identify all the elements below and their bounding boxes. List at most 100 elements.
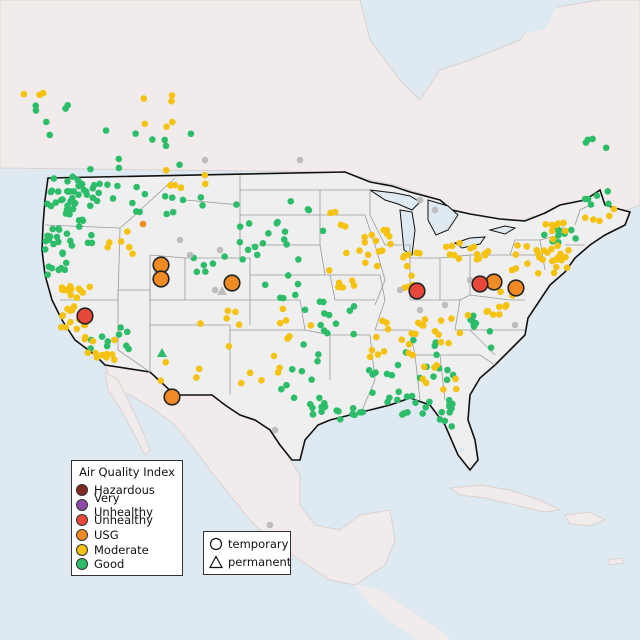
moderate-station-marker [162, 167, 170, 174]
good-station-marker [324, 329, 331, 337]
very-unhealthy-swatch-icon [76, 499, 88, 511]
legend-item-usg: USG [76, 528, 119, 542]
moderate-station-marker [405, 341, 413, 348]
good-station-marker [359, 408, 366, 416]
no-data-station-marker [511, 321, 519, 329]
good-station-marker [422, 403, 430, 411]
good-station-marker [431, 342, 439, 350]
moderate-station-marker [448, 315, 455, 322]
moderate-station-marker [408, 329, 415, 337]
moderate-station-marker [166, 182, 174, 189]
good-station-marker [202, 268, 209, 275]
good-station-marker [117, 324, 124, 331]
good-station-marker [44, 271, 51, 278]
legend-title: Air Quality Index [79, 465, 175, 479]
good-station-marker [103, 342, 111, 350]
good-station-marker [76, 179, 84, 186]
good-station-marker [369, 389, 376, 396]
moderate-station-marker [89, 337, 97, 345]
good-station-marker [93, 197, 101, 205]
good-station-marker [261, 281, 269, 289]
good-station-marker [115, 155, 123, 163]
good-station-marker [444, 366, 451, 374]
moderate-station-marker [111, 356, 118, 363]
marker-shape-legend: temporary permanent [203, 531, 291, 575]
good-station-marker [281, 228, 289, 235]
moderate-station-marker [373, 333, 380, 341]
arctic-water [470, 0, 560, 35]
moderate-station-marker [552, 256, 560, 264]
moderate-station-marker [561, 227, 569, 235]
good-station-marker [187, 130, 195, 138]
moderate-station-marker [39, 89, 47, 97]
good-station-marker [486, 328, 494, 335]
good-station-marker [433, 351, 440, 359]
good-station-marker [572, 235, 579, 242]
good-station-marker [438, 408, 446, 416]
good-station-marker [430, 373, 437, 380]
good-permanent-marker [157, 348, 167, 357]
moderate-station-marker [141, 120, 149, 128]
good-station-marker [305, 206, 313, 214]
good-station-marker [233, 201, 240, 208]
moderate-station-marker [195, 365, 203, 373]
good-station-marker [169, 208, 177, 216]
good-station-marker [350, 330, 357, 338]
good-station-marker [265, 229, 272, 237]
good-station-marker [410, 336, 417, 344]
moderate-station-marker [73, 294, 81, 302]
moderate-station-marker [67, 291, 75, 299]
unhealthy-swatch-icon [76, 514, 88, 526]
usg-station-marker [485, 273, 503, 291]
good-station-marker [308, 376, 315, 383]
good-station-marker [470, 323, 478, 330]
hudson-bay [380, 0, 450, 70]
no-data-station-marker [396, 286, 404, 294]
moderate-station-marker [562, 253, 569, 261]
moderate-station-marker [456, 329, 464, 337]
moderate-station-marker [440, 386, 447, 393]
good-station-marker [69, 205, 77, 213]
good-station-marker [69, 173, 77, 180]
good-station-marker [316, 394, 323, 402]
good-station-marker [179, 196, 187, 204]
great-lakes [369, 189, 517, 256]
moderate-station-marker [374, 351, 382, 358]
good-station-marker [314, 357, 321, 365]
good-station-marker [32, 102, 40, 109]
moderate-station-marker [169, 118, 176, 126]
good-station-marker [555, 232, 562, 239]
good-station-marker [48, 264, 56, 272]
legend-label: temporary [228, 537, 289, 551]
moderate-station-marker [380, 348, 388, 355]
good-station-marker [284, 272, 292, 279]
legend-item-permanent: permanent [209, 554, 291, 570]
good-station-marker [57, 264, 65, 272]
good-station-marker [48, 187, 56, 194]
moderate-station-marker [356, 247, 363, 254]
good-station-marker [102, 127, 110, 134]
no-data-station-marker [416, 196, 424, 204]
moderate-station-marker [534, 269, 542, 277]
good-station-marker [114, 182, 121, 190]
good-station-marker [449, 400, 456, 408]
good-station-marker [280, 236, 288, 243]
triangle-marker-icon [209, 555, 223, 569]
good-station-marker [70, 188, 78, 195]
moderate-station-marker [331, 208, 339, 216]
moderate-station-marker [610, 205, 618, 213]
good-station-marker [259, 240, 267, 247]
no-data-station-marker [186, 251, 194, 259]
moderate-station-marker [403, 262, 411, 270]
moderate-swatch-icon [76, 544, 88, 556]
good-station-marker [315, 351, 322, 358]
moderate-station-marker [553, 263, 560, 271]
moderate-station-marker [364, 251, 372, 259]
good-station-marker [436, 416, 444, 423]
good-station-marker [75, 191, 82, 198]
good-station-marker [288, 365, 296, 373]
good-station-marker [567, 226, 575, 234]
good-station-marker [161, 136, 169, 144]
moderate-station-marker [93, 354, 101, 361]
moderate-station-marker [223, 315, 231, 322]
